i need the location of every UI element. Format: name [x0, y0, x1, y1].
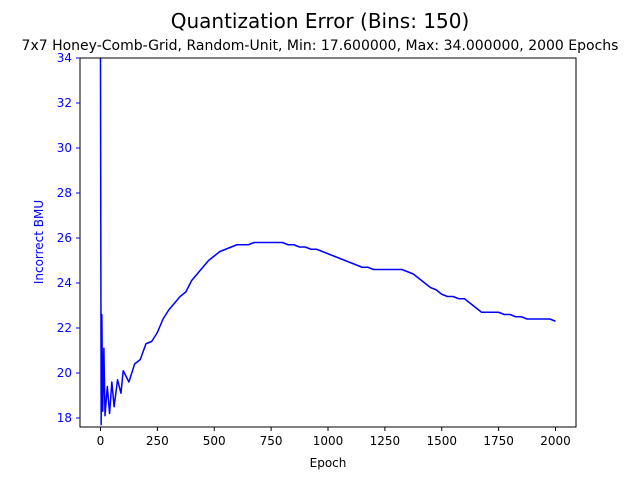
- chart-subtitle: 7x7 Honey-Comb-Grid, Random-Unit, Min: 1…: [22, 38, 619, 54]
- x-tick-label: 1750: [483, 434, 514, 448]
- y-tick-label: 24: [57, 276, 72, 290]
- x-axis-ticks: 0 250 500 750 1000 1250 1500 1750 2000: [97, 427, 571, 448]
- x-axis-label: Epoch: [310, 456, 347, 470]
- y-tick-label: 34: [57, 51, 72, 65]
- y-tick-label: 32: [57, 96, 72, 110]
- x-tick-label: 1500: [426, 434, 457, 448]
- plot-area: [79, 57, 577, 428]
- y-tick-label: 20: [57, 366, 72, 380]
- y-tick-label: 26: [57, 231, 72, 245]
- x-tick-label: 1000: [313, 434, 344, 448]
- incorrect-bmu-series-line: [99, 57, 556, 426]
- x-tick-label: 1250: [370, 434, 401, 448]
- y-axis-ticks: 18 20 22 24 26 28 30 32 34: [57, 51, 80, 425]
- plot-frame: [79, 57, 577, 428]
- y-tick-label: 22: [57, 321, 72, 335]
- x-tick-label: 2000: [540, 434, 571, 448]
- y-tick-label: 18: [57, 411, 72, 425]
- x-tick-label: 250: [146, 434, 169, 448]
- y-tick-label: 28: [57, 186, 72, 200]
- y-tick-label: 30: [57, 141, 72, 155]
- x-tick-label: 500: [203, 434, 226, 448]
- x-tick-label: 0: [97, 434, 105, 448]
- y-axis-label: Incorrect BMU: [32, 200, 46, 284]
- chart-title: Quantization Error (Bins: 150): [171, 9, 470, 33]
- x-tick-label: 750: [260, 434, 283, 448]
